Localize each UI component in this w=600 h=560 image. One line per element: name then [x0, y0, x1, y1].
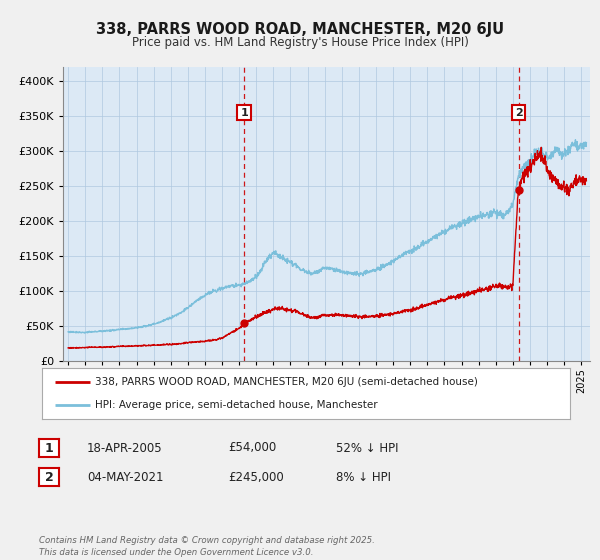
Text: HPI: Average price, semi-detached house, Manchester: HPI: Average price, semi-detached house,…	[95, 400, 377, 410]
Text: 04-MAY-2021: 04-MAY-2021	[87, 470, 163, 484]
Text: 338, PARRS WOOD ROAD, MANCHESTER, M20 6JU (semi-detached house): 338, PARRS WOOD ROAD, MANCHESTER, M20 6J…	[95, 377, 478, 387]
Text: 18-APR-2005: 18-APR-2005	[87, 441, 163, 455]
Text: 338, PARRS WOOD ROAD, MANCHESTER, M20 6JU: 338, PARRS WOOD ROAD, MANCHESTER, M20 6J…	[96, 22, 504, 38]
Text: 52% ↓ HPI: 52% ↓ HPI	[336, 441, 398, 455]
Text: 8% ↓ HPI: 8% ↓ HPI	[336, 470, 391, 484]
Text: 2: 2	[515, 108, 523, 118]
Text: Contains HM Land Registry data © Crown copyright and database right 2025.
This d: Contains HM Land Registry data © Crown c…	[39, 536, 375, 557]
Text: £54,000: £54,000	[228, 441, 276, 455]
Text: £245,000: £245,000	[228, 470, 284, 484]
Text: 2: 2	[44, 470, 53, 484]
Text: 1: 1	[44, 441, 53, 455]
Text: Price paid vs. HM Land Registry's House Price Index (HPI): Price paid vs. HM Land Registry's House …	[131, 36, 469, 49]
Text: 1: 1	[240, 108, 248, 118]
